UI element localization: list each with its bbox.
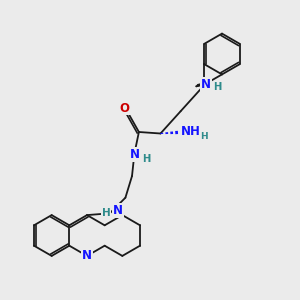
Text: N: N	[113, 204, 123, 218]
Text: N: N	[129, 148, 140, 161]
Text: N: N	[201, 78, 211, 91]
Text: O: O	[120, 101, 130, 115]
Text: NH: NH	[181, 125, 200, 138]
Text: N: N	[113, 204, 123, 218]
Text: H: H	[142, 154, 150, 164]
Text: N: N	[201, 78, 211, 91]
Text: H: H	[142, 154, 150, 164]
Text: H: H	[102, 208, 111, 218]
Text: H: H	[200, 132, 208, 141]
Text: O: O	[120, 101, 130, 115]
Text: N: N	[82, 249, 92, 262]
Text: H: H	[213, 82, 221, 92]
Text: NH: NH	[181, 125, 200, 138]
Text: H: H	[102, 208, 111, 218]
Text: H: H	[200, 132, 208, 141]
Text: H: H	[213, 82, 221, 92]
Text: N: N	[82, 249, 92, 262]
Text: N: N	[129, 148, 140, 161]
